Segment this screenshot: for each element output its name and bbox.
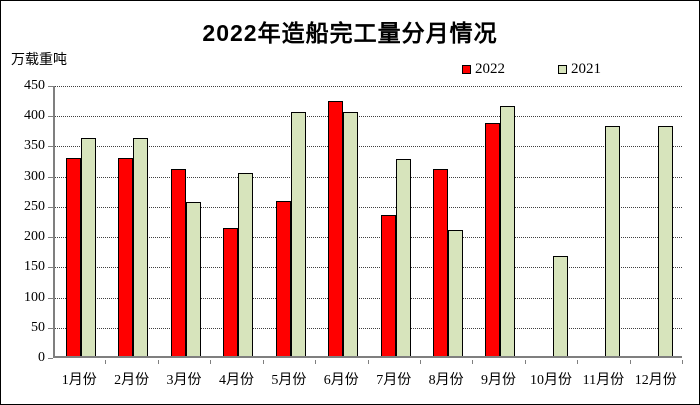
y-tick-label-200: 200 — [24, 229, 45, 245]
y-tick-label-250: 250 — [24, 198, 45, 214]
x-category-label-12月份: 12月份 — [634, 373, 677, 388]
bar-group-10月份 — [527, 86, 579, 356]
bar-2021-7月份 — [395, 158, 411, 356]
x-tick-mark — [157, 360, 159, 364]
y-tick-mark — [48, 206, 53, 208]
y-tick-mark — [48, 116, 53, 118]
x-category-label-1月份: 1月份 — [61, 373, 97, 388]
x-tick-mark — [262, 360, 264, 364]
legend-label-2021: 2021 — [571, 61, 601, 77]
x-tick-mark — [577, 360, 579, 364]
bar-2021-5月份 — [290, 111, 306, 356]
x-category-label-8月份: 8月份 — [428, 373, 464, 388]
x-category-label-2月份: 2月份 — [114, 373, 150, 388]
bar-2021-11月份 — [605, 126, 621, 356]
x-tick-mark — [419, 360, 421, 364]
gridline-y-300 — [55, 176, 682, 178]
bar-group-6月份 — [317, 86, 369, 356]
gridline-y-350 — [55, 146, 682, 148]
legend-label-2022: 2022 — [475, 61, 505, 77]
y-tick-mark — [48, 237, 53, 239]
bar-group-4月份 — [212, 86, 264, 356]
bar-2021-2月份 — [133, 137, 149, 356]
bar-2021-6月份 — [343, 111, 359, 356]
x-category-label-10月份: 10月份 — [529, 373, 572, 388]
y-tick-mark — [48, 358, 53, 359]
y-tick-label-450: 450 — [24, 78, 45, 93]
bar-group-11月份 — [579, 86, 631, 356]
bar-2021-9月份 — [500, 105, 516, 356]
y-tick-label-300: 300 — [24, 168, 45, 184]
bar-group-5月份 — [265, 86, 317, 356]
x-category-label-9月份: 9月份 — [481, 373, 517, 388]
bar-2022-4月份 — [223, 228, 239, 356]
legend-item-2021: 2021 — [558, 62, 601, 77]
bar-2022-5月份 — [275, 201, 291, 356]
bar-2021-4月份 — [238, 173, 254, 356]
y-tick-mark — [48, 86, 53, 87]
legend: 2022 2021 — [1, 62, 699, 78]
bar-2022-3月份 — [170, 169, 186, 356]
y-tick-mark — [48, 267, 53, 269]
x-tick-mark — [524, 360, 526, 364]
bar-group-1月份 — [55, 86, 107, 356]
x-category-label-11月份: 11月份 — [582, 373, 625, 388]
x-tick-mark — [210, 360, 212, 364]
legend-item-2022: 2022 — [462, 62, 505, 77]
bar-2021-3月份 — [185, 201, 201, 356]
gridline-y-400 — [55, 116, 682, 118]
bar-group-7月份 — [370, 86, 422, 356]
y-tick-mark — [48, 176, 53, 178]
y-tick-label-0: 0 — [38, 350, 45, 365]
bar-2022-2月份 — [118, 158, 134, 356]
bar-2021-8月份 — [447, 230, 463, 356]
gridline-y-50 — [55, 327, 682, 329]
bar-2022-1月份 — [66, 158, 81, 356]
y-tick-label-150: 150 — [24, 259, 45, 275]
gridline-y-200 — [55, 237, 682, 239]
bar-group-9月份 — [474, 86, 526, 356]
x-category-label-6月份: 6月份 — [323, 373, 359, 388]
x-tick-mark — [682, 360, 683, 364]
bar-group-3月份 — [160, 86, 212, 356]
gridline-y-100 — [55, 297, 682, 299]
bar-2022-6月份 — [328, 100, 344, 356]
x-tick-mark — [315, 360, 317, 364]
x-tick-mark — [367, 360, 369, 364]
bar-2021-10月份 — [552, 256, 568, 356]
bar-2022-8月份 — [432, 169, 448, 356]
y-tick-mark — [48, 146, 53, 148]
chart-title: 2022年造船完工量分月情况 — [202, 20, 498, 46]
y-tick-mark — [48, 327, 53, 329]
gridline-y-250 — [55, 206, 682, 208]
bar-2022-7月份 — [380, 214, 396, 356]
bar-2022-9月份 — [485, 122, 501, 356]
y-tick-label-50: 50 — [31, 319, 45, 335]
x-category-label-3月份: 3月份 — [166, 373, 202, 388]
x-category-label-7月份: 7月份 — [376, 373, 412, 388]
y-tick-label-400: 400 — [24, 108, 45, 124]
x-category-label-5月份: 5月份 — [271, 373, 307, 388]
plot-area — [53, 86, 682, 358]
legend-swatch-2021-icon — [558, 65, 567, 74]
y-tick-label-100: 100 — [24, 289, 45, 305]
x-tick-mark — [629, 360, 631, 364]
x-tick-mark — [105, 360, 107, 364]
y-axis-unit-label: 万载重吨 — [11, 53, 67, 68]
y-tick-mark — [48, 297, 53, 299]
bar-2021-12月份 — [657, 126, 673, 356]
legend-swatch-2022-icon — [462, 65, 471, 74]
bar-2021-1月份 — [81, 137, 96, 356]
x-tick-mark — [472, 360, 474, 364]
bar-group-8月份 — [422, 86, 474, 356]
x-category-label-4月份: 4月份 — [218, 373, 254, 388]
gridline-y-150 — [55, 267, 682, 269]
gridline-y-450 — [55, 86, 682, 87]
bar-group-2月份 — [107, 86, 159, 356]
bar-group-12月份 — [632, 86, 684, 356]
y-tick-label-350: 350 — [24, 138, 45, 154]
